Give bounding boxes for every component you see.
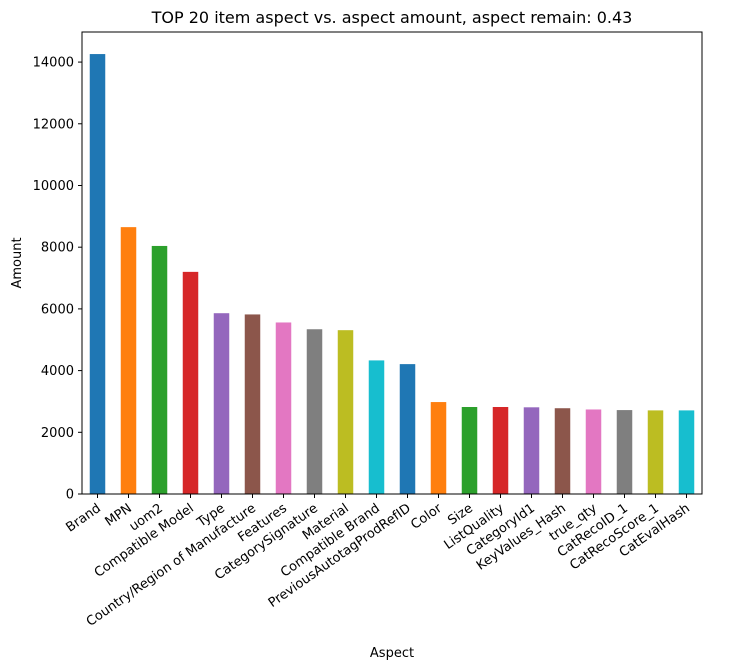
bar-19 <box>678 410 695 494</box>
bar-17 <box>616 410 633 494</box>
y-tick-label: 4000 <box>41 364 74 379</box>
y-tick-label: 12000 <box>33 117 74 132</box>
bar-10 <box>399 364 416 494</box>
y-tick-label: 2000 <box>41 426 74 441</box>
y-tick-label: 14000 <box>33 56 74 71</box>
x-tick-label: Brand <box>63 501 103 536</box>
y-tick-label: 0 <box>66 488 74 503</box>
y-tick-label: 10000 <box>33 179 74 194</box>
bar-8 <box>337 330 354 494</box>
bar-2 <box>151 245 168 494</box>
x-tick-label: Color <box>408 501 445 533</box>
bar-11 <box>430 402 447 494</box>
bar-15 <box>554 408 571 494</box>
bar-16 <box>585 409 602 494</box>
bars-group <box>89 54 695 495</box>
bar-12 <box>461 407 478 494</box>
bar-1 <box>120 227 137 494</box>
bar-7 <box>306 329 323 494</box>
bar-5 <box>244 314 261 494</box>
bar-0 <box>89 54 106 495</box>
plot-frame <box>81 31 703 495</box>
x-axis-label: Aspect <box>370 646 414 661</box>
bar-3 <box>182 271 199 494</box>
y-axis: 0 2000 4000 6000 8000 10000 12000 14000 <box>33 56 82 503</box>
y-axis-label: Amount <box>10 237 25 288</box>
chart-title: TOP 20 item aspect vs. aspect amount, as… <box>151 8 633 27</box>
bar-6 <box>275 322 292 494</box>
bar-9 <box>368 360 385 494</box>
bar-4 <box>213 313 230 494</box>
y-tick-label: 8000 <box>41 241 74 256</box>
bar-13 <box>492 407 509 494</box>
y-tick-label: 6000 <box>41 302 74 317</box>
bar-14 <box>523 407 540 494</box>
bar-18 <box>647 410 664 494</box>
